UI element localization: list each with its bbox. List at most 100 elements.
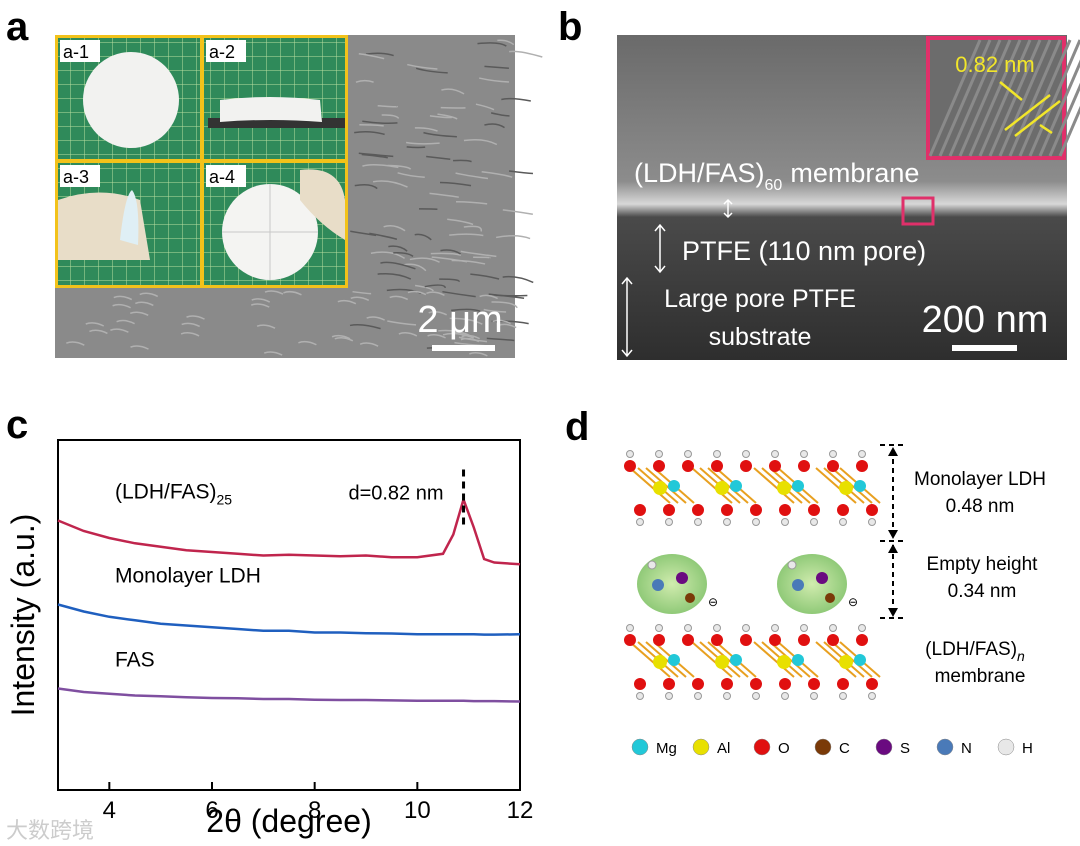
atom	[800, 450, 808, 458]
element-swatch	[753, 738, 771, 756]
grain	[89, 329, 108, 335]
grain	[362, 163, 399, 169]
atom	[634, 678, 646, 690]
grain	[447, 218, 474, 226]
element-swatch	[631, 738, 649, 756]
grain	[359, 124, 384, 127]
atom	[839, 655, 853, 669]
grain	[473, 256, 491, 259]
x-tick-label: 4	[103, 797, 116, 824]
atom	[665, 692, 673, 700]
grain	[424, 284, 447, 289]
y-axis-label: Intensity (a.u.)	[5, 514, 41, 717]
series-label: FAS	[115, 649, 155, 672]
atom	[777, 481, 791, 495]
grain	[426, 155, 451, 161]
atom	[868, 692, 876, 700]
grain	[358, 53, 385, 60]
grain	[483, 308, 507, 313]
grain	[380, 261, 416, 270]
grain	[383, 225, 406, 232]
grain	[430, 252, 462, 256]
grain	[393, 251, 414, 258]
atom	[626, 624, 634, 632]
atom	[808, 678, 820, 690]
atom	[713, 624, 721, 632]
grain	[451, 308, 481, 312]
atom	[810, 518, 818, 526]
grain	[251, 298, 271, 303]
grain	[491, 301, 518, 309]
atom	[792, 579, 804, 591]
x-tick-label: 12	[507, 797, 534, 824]
grain	[484, 65, 509, 70]
grain	[484, 123, 505, 129]
panel-letter: d	[565, 405, 589, 449]
grain	[354, 183, 378, 190]
series-line	[57, 687, 521, 703]
membrane-rolled	[220, 97, 322, 122]
atom	[779, 678, 791, 690]
atom	[827, 634, 839, 646]
series-name: Monolayer LDH	[115, 565, 261, 588]
plot-frame	[57, 439, 521, 791]
element-label: S	[900, 740, 910, 757]
series-label: Monolayer LDH	[115, 565, 261, 588]
grain	[377, 272, 412, 280]
grain	[429, 192, 459, 198]
scale-bar	[432, 345, 495, 351]
grain	[358, 152, 394, 158]
series-label: (LDH/FAS)25	[115, 481, 232, 508]
atom	[684, 450, 692, 458]
inset-label: a-4	[209, 167, 235, 187]
atom	[769, 460, 781, 472]
bond	[815, 467, 857, 504]
atom	[771, 624, 779, 632]
atom	[652, 579, 664, 591]
grain	[283, 290, 302, 296]
bond	[629, 641, 671, 678]
series-name: FAS	[115, 649, 155, 672]
fringe	[998, 39, 1052, 157]
atom	[854, 654, 866, 666]
lattice-fringes	[928, 39, 1080, 157]
fringe	[1038, 59, 1080, 157]
charge: ⊖	[848, 595, 858, 609]
grain	[423, 131, 457, 138]
atom	[800, 624, 808, 632]
atom	[792, 480, 804, 492]
annotation: d=0.82 nm	[348, 483, 443, 505]
grain	[409, 257, 440, 263]
atom	[653, 460, 665, 472]
atom	[750, 504, 762, 516]
subscript: 60	[765, 177, 783, 194]
inset-label: a-3	[63, 167, 89, 187]
xrd-chart: 4 6 8 10 12 2θ (degree) Intensity (a.u.) (LDH/F…	[5, 439, 534, 839]
grain	[460, 250, 497, 258]
atom	[624, 460, 636, 472]
grain	[256, 324, 276, 329]
grain	[492, 319, 511, 325]
grain	[479, 294, 498, 300]
atom	[837, 678, 849, 690]
fringe	[988, 39, 1042, 157]
element-swatch	[692, 738, 710, 756]
atom	[752, 518, 760, 526]
grain	[407, 290, 427, 296]
grain	[475, 103, 495, 111]
membrane-label: (LDH/FAS)60 membrane	[634, 158, 919, 194]
grain	[389, 295, 409, 301]
grain	[298, 340, 317, 346]
thickness-arrow	[654, 223, 666, 274]
zoom-box	[901, 196, 935, 226]
atom	[798, 460, 810, 472]
series-line	[57, 603, 521, 636]
atom	[692, 678, 704, 690]
atom	[663, 678, 675, 690]
grain	[181, 322, 201, 328]
grain	[463, 225, 483, 232]
grain	[407, 63, 438, 70]
thickness-arrow	[723, 198, 733, 219]
fringe	[938, 39, 992, 157]
bond	[629, 467, 671, 504]
